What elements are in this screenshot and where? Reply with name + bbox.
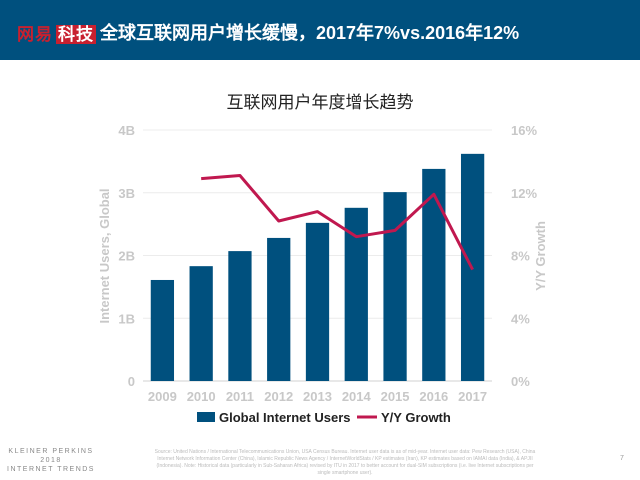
x-tick-label: 2011 (226, 389, 254, 404)
logo-text-part1: 网易 (17, 25, 53, 44)
y-tick-label: 4B (118, 123, 135, 138)
x-tick-label: 2015 (381, 389, 410, 404)
x-tick-label: 2009 (148, 389, 177, 404)
x-tick-label: 2014 (342, 389, 372, 404)
footer-brand: KLEINER PERKINS 2018 INTERNET TRENDS (6, 447, 96, 474)
x-tick-label: 2016 (419, 389, 448, 404)
legend-label-growth: Y/Y Growth (381, 410, 451, 425)
y-tick-label: 1B (118, 311, 135, 326)
source-note: Source: United Nations / International T… (154, 449, 536, 476)
legend-label-users: Global Internet Users (219, 410, 350, 425)
slide-title: 全球互联网用户增长缓慢，2017年7%vs.2016年12% (100, 23, 520, 43)
y2-tick-label: 12% (511, 186, 537, 201)
brand-line3: INTERNET TRENDS (7, 466, 95, 473)
x-tick-label: 2012 (264, 389, 293, 404)
y2-tick-label: 8% (511, 249, 530, 264)
y-axis-label: Internet Users, Global (97, 188, 112, 323)
brand-line2: 2018 (40, 457, 62, 464)
y2-tick-label: 16% (511, 123, 537, 138)
bar (189, 266, 213, 381)
y2-tick-label: 0% (511, 374, 530, 389)
x-tick-label: 2010 (187, 389, 216, 404)
y-tick-label: 0 (128, 374, 135, 389)
bar (383, 192, 407, 381)
y2-axis-label: Y/Y Growth (533, 221, 548, 291)
brand-line1: KLEINER PERKINS (8, 448, 94, 455)
logo-text-part2: 科技 (56, 25, 96, 44)
bar (305, 222, 330, 381)
bar (228, 251, 252, 381)
slide-header: 网易 科技 全球互联网用户增长缓慢，2017年7%vs.2016年12% (0, 0, 640, 60)
bar (344, 207, 368, 381)
x-tick-label: 2013 (303, 389, 332, 404)
bar (150, 279, 175, 381)
bar (267, 237, 291, 381)
netease-tech-logo: 网易 科技 (17, 20, 96, 45)
growth-line (201, 173, 474, 271)
page-number: 7 (620, 455, 624, 462)
x-tick-label: 2017 (458, 389, 487, 404)
y-tick-label: 2B (118, 249, 135, 264)
legend-swatch-users (197, 412, 215, 422)
y-tick-label: 3B (118, 186, 135, 201)
bar (422, 168, 446, 381)
chart-title: 互联网用户年度增长趋势 (226, 93, 414, 112)
y2-tick-label: 4% (511, 311, 530, 326)
